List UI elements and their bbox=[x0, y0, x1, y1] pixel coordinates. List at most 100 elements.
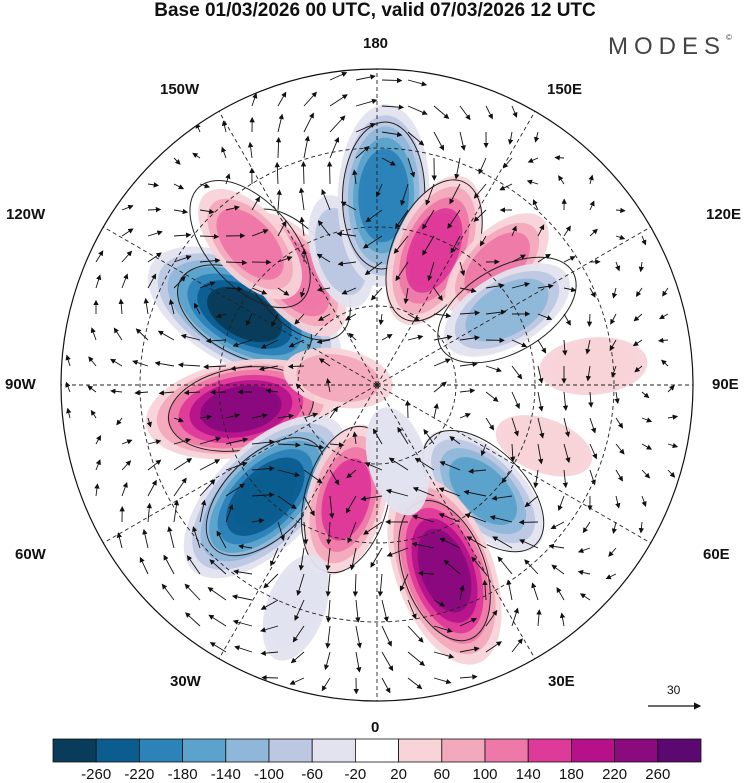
wind-vector bbox=[203, 364, 227, 370]
anomaly-contour bbox=[551, 342, 636, 390]
wind-vector bbox=[329, 469, 340, 486]
wind-vector bbox=[347, 521, 357, 544]
map-outline bbox=[60, 68, 694, 702]
wind-vector bbox=[329, 94, 348, 107]
lon-label-90e: 90E bbox=[712, 376, 739, 393]
wind-vector bbox=[316, 286, 331, 293]
wind-vector bbox=[459, 674, 478, 680]
wind-vector bbox=[641, 495, 647, 507]
wind-vector bbox=[407, 599, 417, 620]
wind-vector bbox=[427, 261, 435, 282]
wind-vector bbox=[185, 612, 201, 627]
wind-vector bbox=[527, 157, 539, 163]
meridian-line bbox=[103, 226, 378, 386]
wind-vector bbox=[577, 569, 591, 576]
wind-vector bbox=[121, 439, 133, 445]
wind-vector bbox=[562, 469, 569, 489]
wind-vector bbox=[116, 532, 123, 549]
wind-vector bbox=[641, 235, 647, 246]
wind-vector bbox=[378, 313, 384, 326]
wind-vector bbox=[329, 115, 346, 133]
wind-vector bbox=[537, 365, 544, 384]
wind-vector bbox=[318, 358, 331, 367]
wind-vector bbox=[615, 469, 623, 482]
wind-vector bbox=[532, 199, 539, 211]
wind-vector bbox=[205, 338, 227, 344]
wind-vector bbox=[316, 253, 331, 263]
wind-vector bbox=[394, 209, 409, 229]
wind-vector bbox=[531, 582, 539, 601]
wind-vector bbox=[615, 207, 626, 214]
wind-vector bbox=[142, 528, 149, 549]
wind-vector bbox=[225, 286, 243, 292]
anomaly-contour bbox=[218, 210, 282, 278]
wind-vector bbox=[225, 173, 231, 185]
lon-label-150e: 150E bbox=[547, 81, 583, 98]
wind-vector bbox=[277, 113, 284, 133]
wind-vector bbox=[536, 609, 542, 627]
wind-vector bbox=[168, 299, 175, 315]
wind-vector bbox=[447, 209, 461, 230]
wind-vector bbox=[147, 252, 162, 263]
wind-vector bbox=[411, 541, 435, 549]
wind-vector bbox=[95, 274, 102, 289]
wind-vector bbox=[417, 570, 435, 577]
colorbar-tick-label: 20 bbox=[390, 766, 407, 783]
wind-vector bbox=[459, 261, 466, 277]
wind-vector bbox=[482, 579, 488, 601]
wind-vector bbox=[355, 651, 362, 673]
wind-vector bbox=[519, 539, 539, 549]
wind-vector bbox=[551, 564, 565, 575]
anomaly-contour bbox=[209, 288, 280, 341]
wind-vector bbox=[403, 287, 409, 305]
wind-vector bbox=[355, 74, 376, 81]
wind-vector bbox=[277, 495, 297, 510]
wind-vector bbox=[589, 200, 595, 211]
wind-vector bbox=[559, 612, 566, 627]
wind-vector bbox=[225, 461, 248, 471]
wind-vector bbox=[501, 469, 513, 484]
wind-vector bbox=[422, 235, 435, 256]
wind-vector bbox=[537, 443, 544, 465]
wind-vector bbox=[443, 559, 461, 575]
wind-vector bbox=[154, 360, 175, 367]
wind-vector bbox=[341, 287, 357, 295]
wind-vector bbox=[615, 417, 624, 429]
wind-vector bbox=[468, 468, 487, 474]
latitude-circle bbox=[139, 147, 615, 623]
wind-vector bbox=[173, 255, 192, 263]
wind-vector bbox=[365, 209, 383, 223]
wind-vector bbox=[225, 413, 241, 419]
wind-vector bbox=[303, 412, 319, 419]
wind-vector bbox=[355, 599, 361, 623]
wind-vector bbox=[232, 619, 253, 627]
wind-vector bbox=[147, 230, 163, 237]
wind-vector bbox=[563, 417, 571, 438]
wind-vector bbox=[407, 313, 420, 322]
wind-vector bbox=[615, 261, 621, 272]
lon-label-150w: 150W bbox=[160, 81, 200, 98]
wind-vector bbox=[251, 287, 268, 295]
colorbar-swatch bbox=[95, 738, 140, 763]
wind-vector bbox=[321, 677, 331, 692]
wind-vector bbox=[370, 287, 383, 301]
wind-vector bbox=[485, 309, 507, 315]
wind-vector bbox=[372, 428, 383, 445]
wind-vector bbox=[502, 157, 513, 169]
wind-vector bbox=[362, 235, 383, 249]
lon-label-0: 0 bbox=[371, 719, 380, 736]
wind-vector bbox=[422, 209, 435, 230]
wind-vector bbox=[459, 618, 477, 627]
wind-vector bbox=[611, 365, 617, 378]
wind-vector bbox=[433, 105, 450, 119]
wind-vector bbox=[94, 483, 100, 497]
anomaly-contour bbox=[464, 232, 530, 298]
wind-vector bbox=[632, 339, 643, 347]
wind-vector bbox=[199, 257, 221, 264]
wind-vector bbox=[407, 625, 424, 643]
wind-vector bbox=[459, 413, 471, 419]
meridian-line bbox=[376, 384, 536, 659]
wind-vector bbox=[511, 391, 520, 410]
wind-vector bbox=[173, 499, 180, 523]
wind-vector bbox=[177, 362, 201, 368]
